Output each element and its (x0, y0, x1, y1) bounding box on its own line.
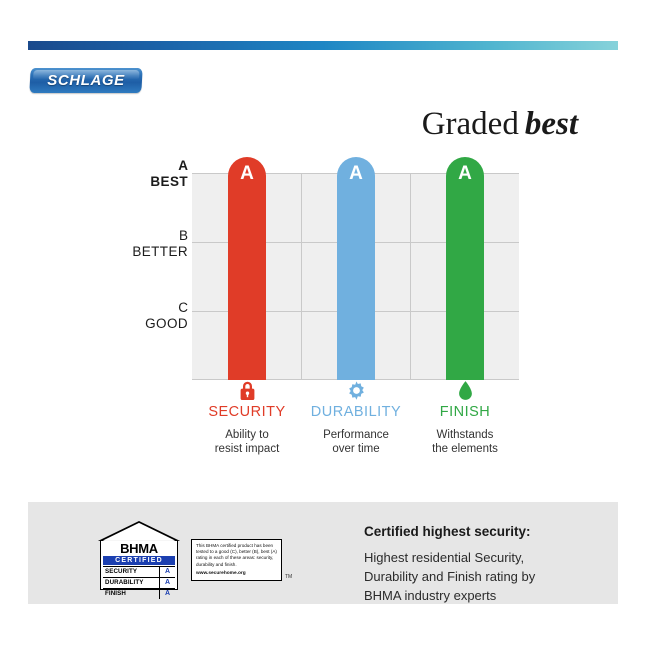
badge-row-finish-grade: A (159, 589, 175, 599)
bar-security: A (228, 157, 266, 380)
badge-row-security: SECURITY A (103, 566, 175, 577)
bhma-url[interactable]: www.securehome.org (196, 570, 246, 576)
badge-row-durability-grade: A (159, 578, 175, 588)
y-tick-best-word: BEST (150, 174, 188, 189)
header-gradient-rule (28, 41, 618, 50)
y-tick-better: B BETTER (92, 228, 188, 260)
droplet-icon (405, 378, 525, 402)
bar-grade-label-durability: A (349, 163, 363, 184)
badge-row-finish: FINISH A (103, 588, 175, 599)
logo-wordmark: SCHLAGE (47, 72, 125, 89)
category-finish-desc-line1: Withstands (436, 429, 494, 441)
badge-row-durability: DURABILITY A (103, 577, 175, 588)
badge-title: BHMA (120, 541, 158, 556)
category-security: SECURITY Ability to resist impact (187, 378, 307, 456)
bar-grade-label-finish: A (458, 163, 472, 184)
page-title-light: Graded (421, 106, 519, 142)
category-security-desc-line1: Ability to (225, 429, 269, 441)
footer-copy: Certified highest security: Highest resi… (364, 524, 599, 605)
y-tick-best-letter: A (178, 158, 188, 173)
bar-finish: A (446, 157, 484, 380)
category-durability-desc-line1: Performance (323, 429, 389, 441)
category-durability-label: DURABILITY (310, 404, 402, 420)
y-tick-good: C GOOD (92, 300, 188, 332)
bhma-certified-badge: BHMA CERTIFIED SECURITY A DURABILITY A F… (94, 520, 184, 599)
y-tick-best: A BEST (92, 158, 188, 190)
category-finish-desc-line2: the elements (432, 443, 498, 455)
gridline-vertical (301, 173, 302, 380)
gridline-vertical (410, 173, 411, 380)
footer-body-line3: BHMA industry experts (364, 588, 497, 603)
grade-bar-chart: A BEST B BETTER C GOOD A A A SECURITY (0, 150, 646, 470)
footer-body-line2: Durability and Finish rating by (364, 569, 536, 584)
badge-certified-bar: CERTIFIED (103, 556, 175, 565)
category-durability-desc-line2: over time (332, 443, 380, 455)
category-durability: DURABILITY Performance over time (296, 378, 416, 456)
schlage-logo: SCHLAGE (29, 68, 143, 93)
category-finish-desc: Withstands the elements (405, 428, 525, 456)
trademark-mark: TM (285, 574, 293, 580)
category-security-desc: Ability to resist impact (187, 428, 307, 456)
y-tick-better-word: BETTER (132, 244, 188, 259)
category-durability-desc: Performance over time (296, 428, 416, 456)
gear-icon (296, 378, 416, 402)
bar-grade-label-security: A (240, 163, 254, 184)
footer-headline: Certified highest security: (364, 524, 531, 539)
badge-row-security-grade: A (159, 567, 175, 577)
footer-band: BHMA CERTIFIED SECURITY A DURABILITY A F… (28, 502, 618, 604)
chart-category-legend: SECURITY Ability to resist impact DURABI… (192, 378, 519, 470)
bhma-disclaimer-text: This BHMA certified product has been tes… (196, 543, 277, 567)
page-title: Graded best (422, 106, 578, 143)
y-axis-labels: A BEST B BETTER C GOOD (92, 150, 188, 360)
badge-body: BHMA CERTIFIED SECURITY A DURABILITY A F… (100, 541, 178, 599)
bar-durability: A (337, 157, 375, 380)
bhma-disclaimer-box: This BHMA certified product has been tes… (191, 539, 282, 581)
category-finish-label: FINISH (439, 404, 491, 420)
badge-row-durability-label: DURABILITY (105, 579, 144, 586)
y-tick-good-word: GOOD (145, 316, 188, 331)
badge-row-finish-label: FINISH (105, 590, 126, 597)
category-finish: FINISH Withstands the elements (405, 378, 525, 456)
y-tick-better-letter: B (178, 228, 188, 243)
category-security-desc-line2: resist impact (214, 443, 280, 455)
y-tick-good-letter: C (178, 300, 188, 315)
lock-icon (187, 378, 307, 402)
page-title-bold: best (524, 106, 578, 142)
badge-roof-icon (97, 520, 181, 542)
footer-body-line1: Highest residential Security, (364, 550, 525, 565)
category-security-label: SECURITY (208, 404, 286, 420)
badge-row-security-label: SECURITY (105, 568, 138, 575)
footer-body: Highest residential Security, Durability… (364, 548, 599, 605)
